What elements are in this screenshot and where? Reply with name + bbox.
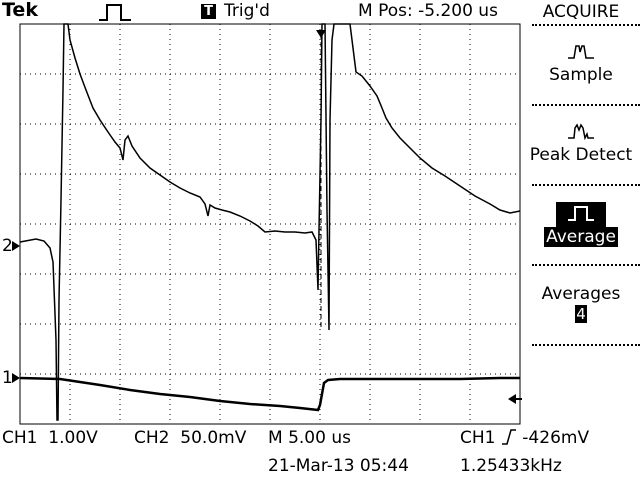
peak-detect-button[interactable]: Peak Detect bbox=[522, 122, 640, 165]
acquire-menu: ACQUIRE Sample Peak Detect Average Avera… bbox=[522, 0, 640, 426]
ch1-marker-arrow-icon bbox=[12, 373, 20, 383]
ch2-scale-readout: CH2 50.0mV bbox=[134, 428, 247, 448]
average-button[interactable]: Average bbox=[522, 202, 640, 247]
averages-label: Averages bbox=[541, 284, 621, 304]
average-label: Average bbox=[544, 227, 618, 247]
sample-label: Sample bbox=[549, 65, 613, 85]
trigger-position-arrow-icon bbox=[316, 30, 326, 330]
menu-divider bbox=[532, 104, 640, 106]
sample-button[interactable]: Sample bbox=[522, 42, 640, 85]
ch2-marker-arrow-icon bbox=[12, 241, 20, 251]
rising-edge-icon bbox=[501, 429, 516, 445]
peak-detect-icon bbox=[568, 123, 594, 141]
menu-divider bbox=[532, 264, 640, 266]
trigger-status: Trig'd bbox=[224, 1, 270, 21]
date-time: 21-Mar-13 05:44 bbox=[268, 456, 409, 476]
menu-divider bbox=[532, 184, 640, 186]
ch2-trace bbox=[19, 23, 521, 421]
menu-divider bbox=[532, 24, 640, 26]
timebase-readout: M 5.00 us bbox=[268, 428, 351, 448]
trigger-level-arrow-icon bbox=[508, 394, 522, 404]
averages-value: 4 bbox=[575, 305, 587, 323]
waveform-display bbox=[19, 23, 521, 425]
trigger-frequency: 1.25433kHz bbox=[460, 456, 562, 476]
ch1-scale-readout: CH1 1.00V bbox=[2, 428, 98, 448]
ch1-trace bbox=[19, 376, 520, 412]
menu-title: ACQUIRE bbox=[542, 2, 620, 22]
acquisition-square-wave-icon bbox=[99, 4, 131, 21]
brand-logo: Tek bbox=[2, 0, 38, 21]
sample-mode-icon bbox=[568, 45, 594, 59]
trigger-status-icon: T bbox=[201, 4, 216, 19]
average-mode-icon bbox=[568, 206, 594, 221]
graticule bbox=[19, 23, 521, 425]
menu-divider bbox=[532, 344, 640, 346]
peak-detect-label: Peak Detect bbox=[529, 145, 633, 165]
horizontal-position: M Pos: -5.200 us bbox=[358, 1, 498, 21]
trigger-readout: CH1 -426mV bbox=[460, 428, 590, 448]
averages-button[interactable]: Averages 4 bbox=[522, 284, 640, 324]
ch1-marker: 1 bbox=[2, 368, 13, 388]
ch2-marker: 2 bbox=[2, 236, 13, 256]
